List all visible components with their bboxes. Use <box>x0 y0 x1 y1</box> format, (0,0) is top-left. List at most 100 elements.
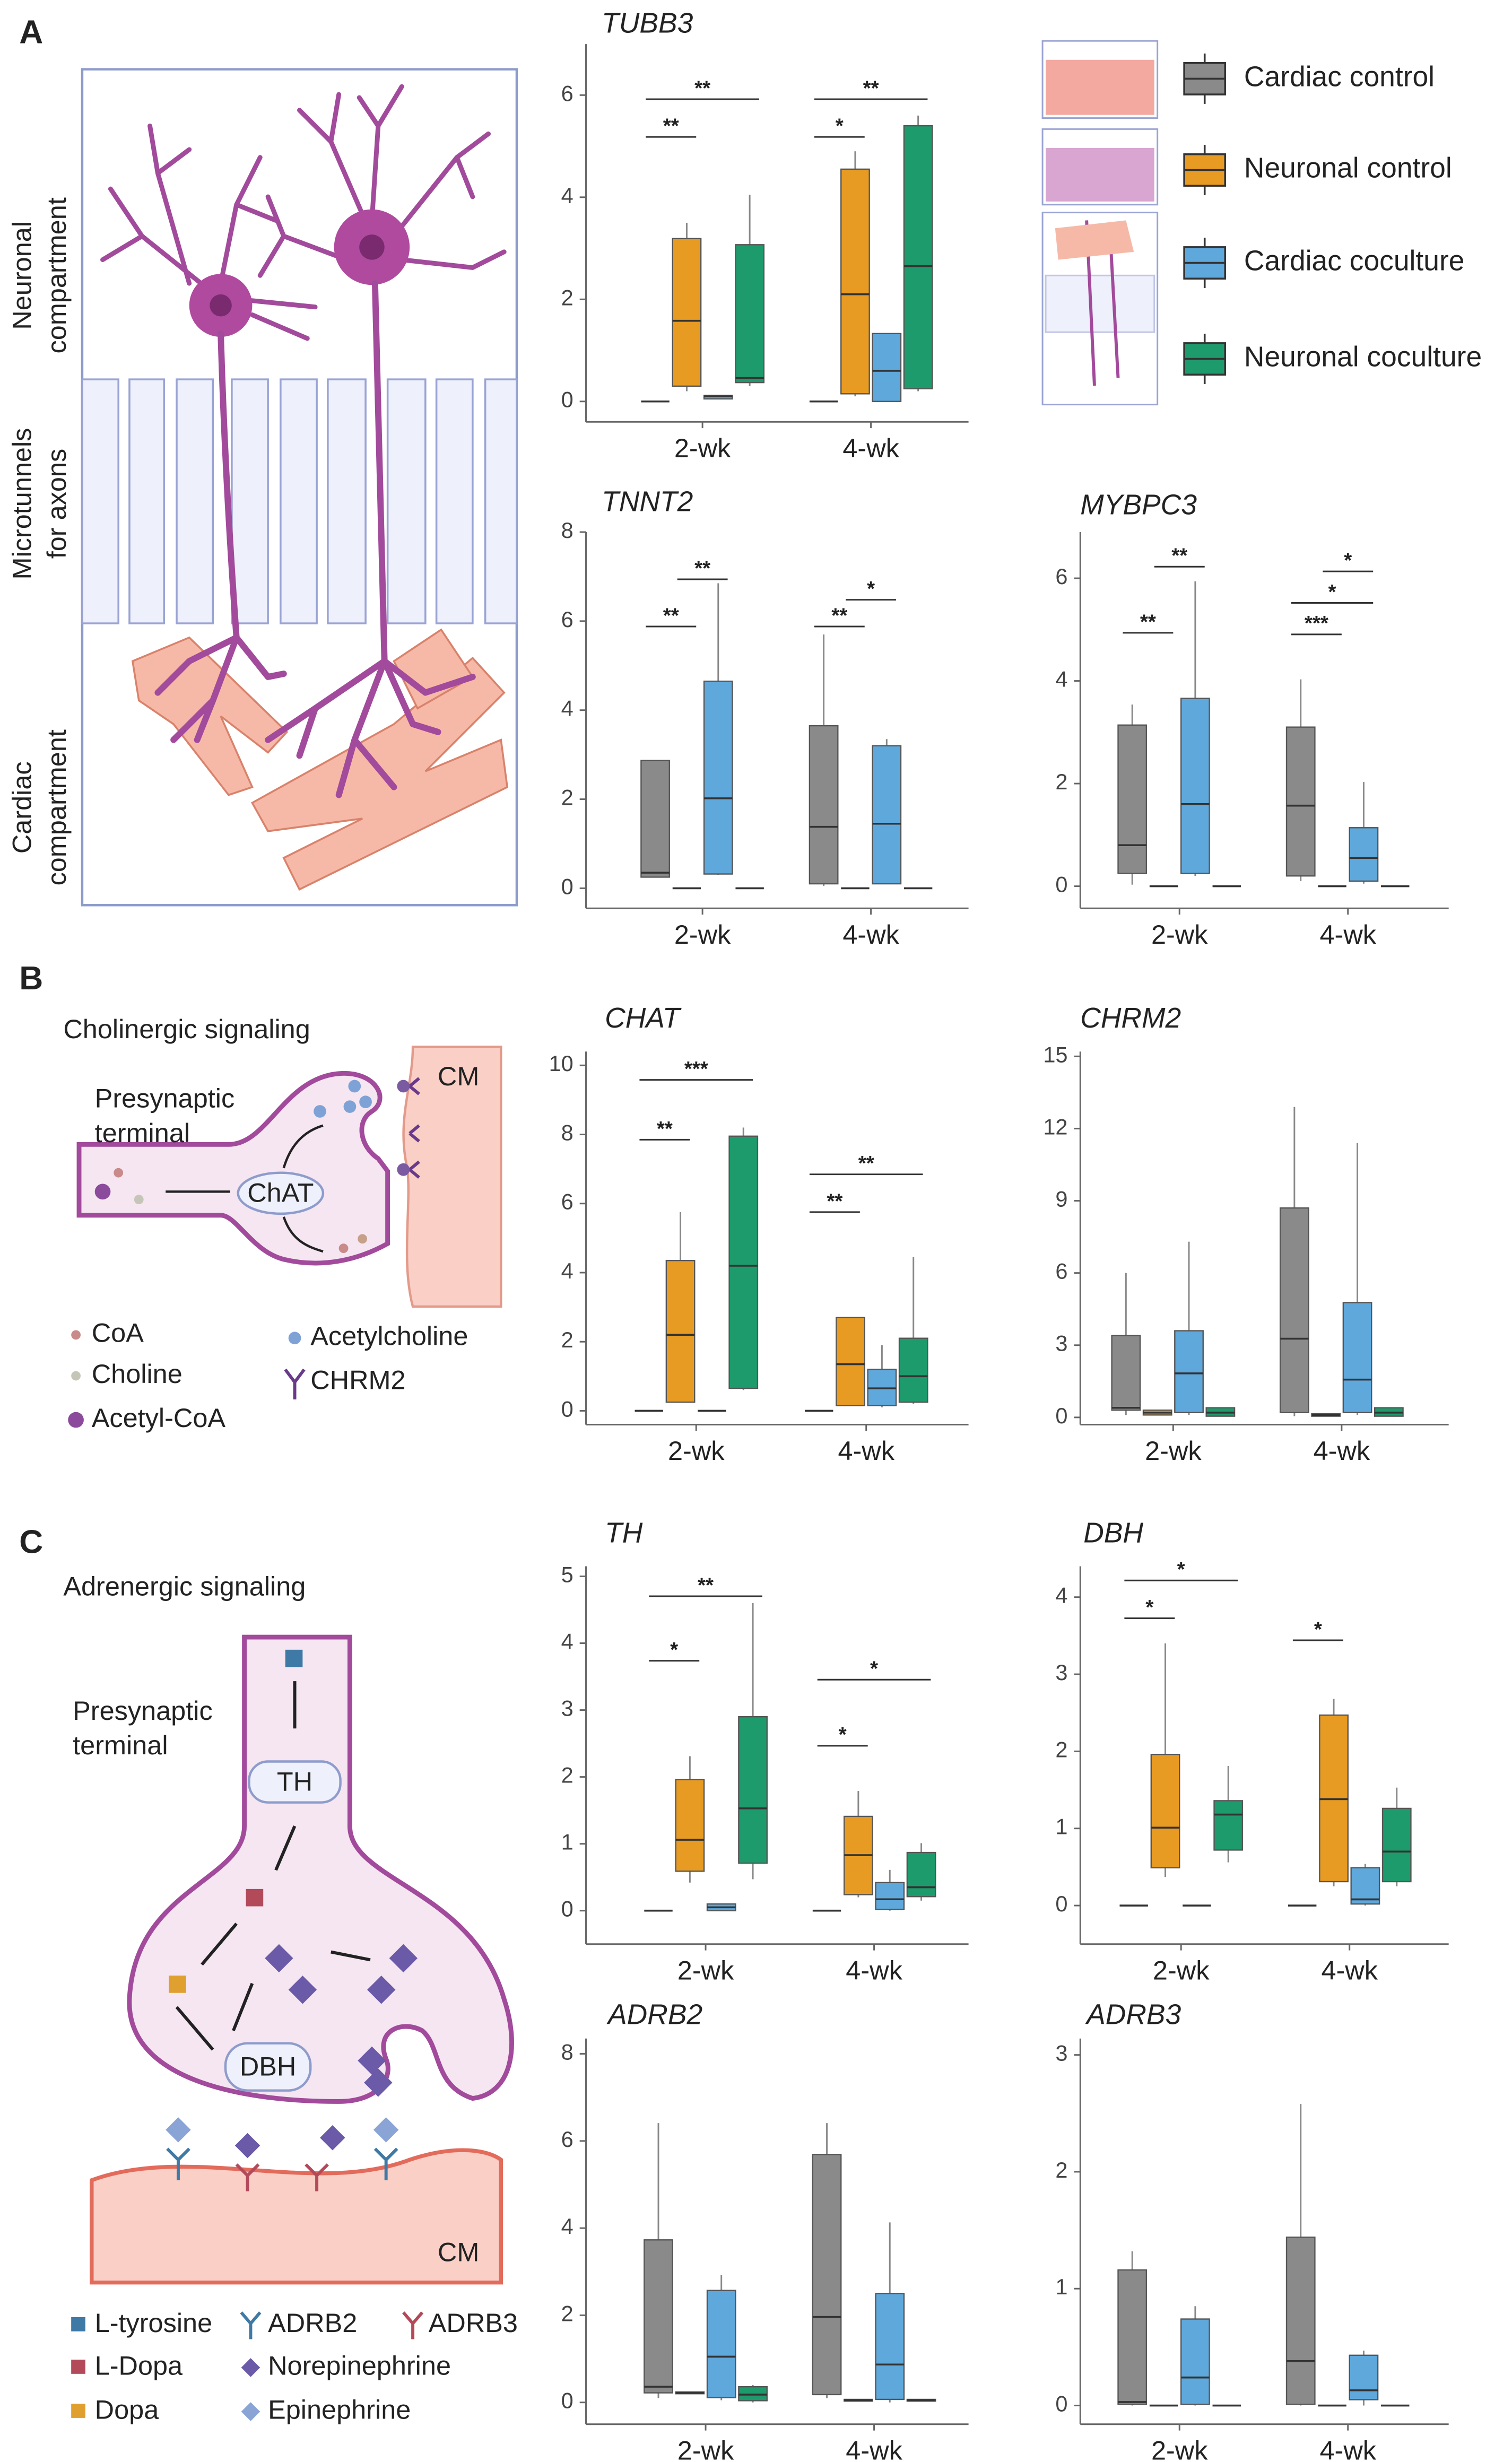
diagram-title: Cholinergic signaling <box>63 1014 310 1044</box>
y-tick-label: 3 <box>1055 1331 1067 1356</box>
chart-title: CHRM2 <box>1080 1003 1181 1034</box>
legend-label: Dopa <box>95 2394 160 2424</box>
y-tick-label: 2 <box>561 2301 573 2326</box>
compartment-label: Cardiac <box>6 761 37 854</box>
compartment-diagram <box>81 68 518 907</box>
significance-label: * <box>839 1724 847 1746</box>
box <box>903 125 933 389</box>
legend-label: CoA <box>92 1318 144 1348</box>
y-tick-label: 0 <box>1055 1891 1067 1916</box>
box <box>836 1317 865 1406</box>
y-tick-label: 2 <box>561 1327 573 1352</box>
box <box>872 333 902 402</box>
significance-label: ** <box>694 77 710 100</box>
significance-label: * <box>867 578 875 601</box>
legend-label: Choline <box>92 1359 183 1389</box>
y-tick-label: 3 <box>1055 2041 1067 2066</box>
y-tick-label: 0 <box>561 2388 573 2413</box>
significance-label: ** <box>827 1190 842 1213</box>
y-tick-label: 6 <box>561 2127 573 2152</box>
significance-label: ** <box>1140 611 1156 633</box>
compartment-label: compartment <box>41 729 72 885</box>
y-tick-label: 0 <box>561 387 573 412</box>
x-tick-label: 4-wk <box>842 433 899 463</box>
legend-label: ADRB2 <box>268 2308 357 2338</box>
legend-label: Norepinephrine <box>268 2350 451 2380</box>
significance-label: ** <box>657 1118 673 1141</box>
target-label: CM <box>438 1061 479 1091</box>
y-tick-label: 0 <box>1055 872 1067 897</box>
box <box>640 760 670 878</box>
chart-title: MYBPC3 <box>1080 490 1197 521</box>
x-tick-label: 4-wk <box>1319 2435 1376 2462</box>
significance-label: * <box>1328 581 1336 604</box>
x-tick-label: 2-wk <box>1151 2435 1208 2462</box>
y-tick-label: 6 <box>1055 564 1067 589</box>
box <box>1174 1330 1204 1413</box>
diagram-title: Adrenergic signaling <box>63 1571 306 1601</box>
box <box>703 680 733 875</box>
legend-label: Acetyl-CoA <box>92 1403 226 1433</box>
box <box>875 1882 905 1910</box>
compartment-label: Microtunnels <box>6 428 37 580</box>
y-tick-label: 2 <box>1055 769 1067 794</box>
box <box>665 1259 696 1403</box>
significance-label: ** <box>694 557 710 580</box>
box <box>1342 1302 1372 1413</box>
diagram-label: Presynaptic <box>73 1695 213 1726</box>
legend-label: Acetylcholine <box>310 1321 468 1351</box>
panel-letter: C <box>19 1524 43 1560</box>
x-tick-label: 4-wk <box>1321 1955 1378 1985</box>
y-tick-label: 6 <box>561 607 573 632</box>
chart-title: TUBB3 <box>602 8 693 39</box>
legend-label: Cardiac control <box>1244 61 1435 92</box>
y-tick-label: 4 <box>561 2214 573 2239</box>
y-tick-label: 8 <box>561 1120 573 1145</box>
box <box>1285 726 1316 877</box>
box <box>644 2239 673 2394</box>
legend-label: CHRM2 <box>310 1365 405 1395</box>
chart-title: TH <box>605 1517 643 1548</box>
y-tick-label: 0 <box>561 874 573 899</box>
x-tick-label: 4-wk <box>1319 919 1376 950</box>
box <box>1349 2354 1379 2400</box>
box <box>1180 2318 1210 2405</box>
significance-label: *** <box>684 1058 708 1081</box>
y-tick-label: 0 <box>561 1896 573 1921</box>
box <box>1349 827 1379 882</box>
significance-label: * <box>670 1639 678 1661</box>
box <box>672 238 702 387</box>
box <box>1213 1800 1244 1851</box>
y-tick-label: 4 <box>1055 1583 1067 1608</box>
legend-label: L-tyrosine <box>95 2308 212 2338</box>
box <box>906 1851 936 1898</box>
y-tick-label: 3 <box>561 1696 573 1721</box>
box <box>812 2154 842 2396</box>
x-tick-label: 4-wk <box>846 2435 902 2462</box>
box <box>1350 1867 1380 1905</box>
y-tick-label: 4 <box>561 183 573 208</box>
x-tick-label: 2-wk <box>674 433 731 463</box>
box <box>840 168 870 395</box>
box <box>1381 1807 1412 1883</box>
legend-label: Epinephrine <box>268 2394 411 2424</box>
y-tick-label: 6 <box>561 1189 573 1214</box>
significance-label: ** <box>831 604 847 627</box>
x-tick-label: 4-wk <box>838 1436 894 1466</box>
y-tick-label: 2 <box>561 785 573 810</box>
y-tick-label: 8 <box>561 518 573 543</box>
significance-label: ** <box>663 604 679 627</box>
target-label: CM <box>438 2237 479 2267</box>
y-tick-label: 0 <box>1055 2391 1067 2416</box>
box <box>872 745 902 885</box>
y-tick-label: 1 <box>561 1830 573 1855</box>
y-tick-label: 0 <box>1055 1403 1067 1428</box>
y-tick-label: 10 <box>549 1051 573 1076</box>
culture-thumbnails <box>1041 40 1159 406</box>
significance-label: ** <box>1171 545 1187 568</box>
box <box>675 1779 705 1872</box>
chart-title: ADRB2 <box>606 1999 702 2030</box>
y-tick-label: 1 <box>1055 1814 1067 1839</box>
